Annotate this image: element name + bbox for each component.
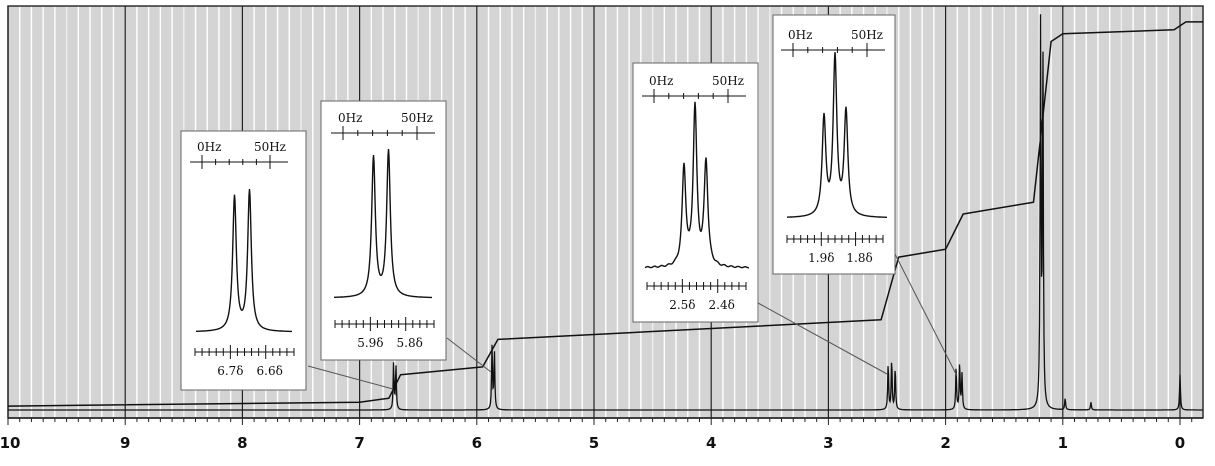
inset-scale-right-label: 50Hz bbox=[851, 28, 883, 42]
spectrum-trace bbox=[8, 14, 1203, 411]
x-axis: 10 9 8 7 6 5 4 3 2 1 0 bbox=[0, 417, 1203, 452]
inset-leader-line bbox=[446, 337, 492, 373]
inset-3: 0Hz 50Hz 2.5δ 2.4δ bbox=[632, 62, 888, 375]
inset-delta-right-label: 2.4δ bbox=[709, 298, 735, 312]
insets: 0Hz 50Hz 6.7δ 6.6δ 0Hz 50Hz 5.9δ 5.8δ 0Hz 50Hz 2.5… bbox=[180, 14, 958, 391]
inset-delta-left-label: 1.9δ bbox=[808, 251, 834, 265]
inset-delta-left-label: 6.7δ bbox=[217, 364, 243, 378]
inset-leader-line bbox=[757, 302, 888, 375]
x-tick-label: 3 bbox=[823, 434, 833, 452]
inset-scale-left-label: 0Hz bbox=[788, 28, 812, 42]
x-tick-label: 9 bbox=[120, 434, 130, 452]
inset-scale-left-label: 0Hz bbox=[197, 140, 221, 154]
inset-scale-right-label: 50Hz bbox=[712, 74, 744, 88]
inset-delta-right-label: 6.6δ bbox=[257, 364, 283, 378]
inset-multiplet bbox=[644, 101, 749, 269]
inset-leader-line bbox=[307, 365, 394, 390]
integration-curve bbox=[7, 21, 1204, 407]
inset-scale-left-label: 0Hz bbox=[338, 111, 362, 125]
inset-box bbox=[772, 14, 896, 275]
x-tick-label: 5 bbox=[589, 434, 599, 452]
inset-2: 0Hz 50Hz 5.9δ 5.8δ bbox=[320, 100, 492, 373]
inset-1: 0Hz 50Hz 6.7δ 6.6δ bbox=[180, 130, 394, 391]
inset-box bbox=[180, 130, 307, 391]
inset-scale-left-label: 0Hz bbox=[649, 74, 673, 88]
x-tick-label: 1 bbox=[1058, 434, 1068, 452]
inset-delta-right-label: 5.8δ bbox=[397, 336, 423, 350]
x-tick-label: 2 bbox=[940, 434, 950, 452]
inset-scale-right-label: 50Hz bbox=[401, 111, 433, 125]
inset-box bbox=[320, 100, 447, 361]
inset-scale-right-label: 50Hz bbox=[254, 140, 286, 154]
inset-leader-line bbox=[894, 253, 958, 377]
inset-4: 0Hz 50Hz 1.9δ 1.8δ bbox=[772, 14, 958, 377]
x-tick-label: 4 bbox=[706, 434, 716, 452]
x-tick-label: 0 bbox=[1175, 434, 1185, 452]
inset-multiplet bbox=[787, 52, 887, 219]
x-tick-label: 6 bbox=[472, 434, 482, 452]
x-tick-label: 7 bbox=[354, 434, 364, 452]
inset-delta-left-label: 5.9δ bbox=[357, 336, 383, 350]
inset-delta-right-label: 1.8δ bbox=[846, 251, 872, 265]
inset-multiplet bbox=[334, 149, 432, 299]
x-tick-label: 10 bbox=[0, 434, 20, 452]
inset-multiplet bbox=[196, 188, 292, 333]
x-tick-label: 8 bbox=[237, 434, 247, 452]
inset-delta-left-label: 2.5δ bbox=[669, 298, 695, 312]
